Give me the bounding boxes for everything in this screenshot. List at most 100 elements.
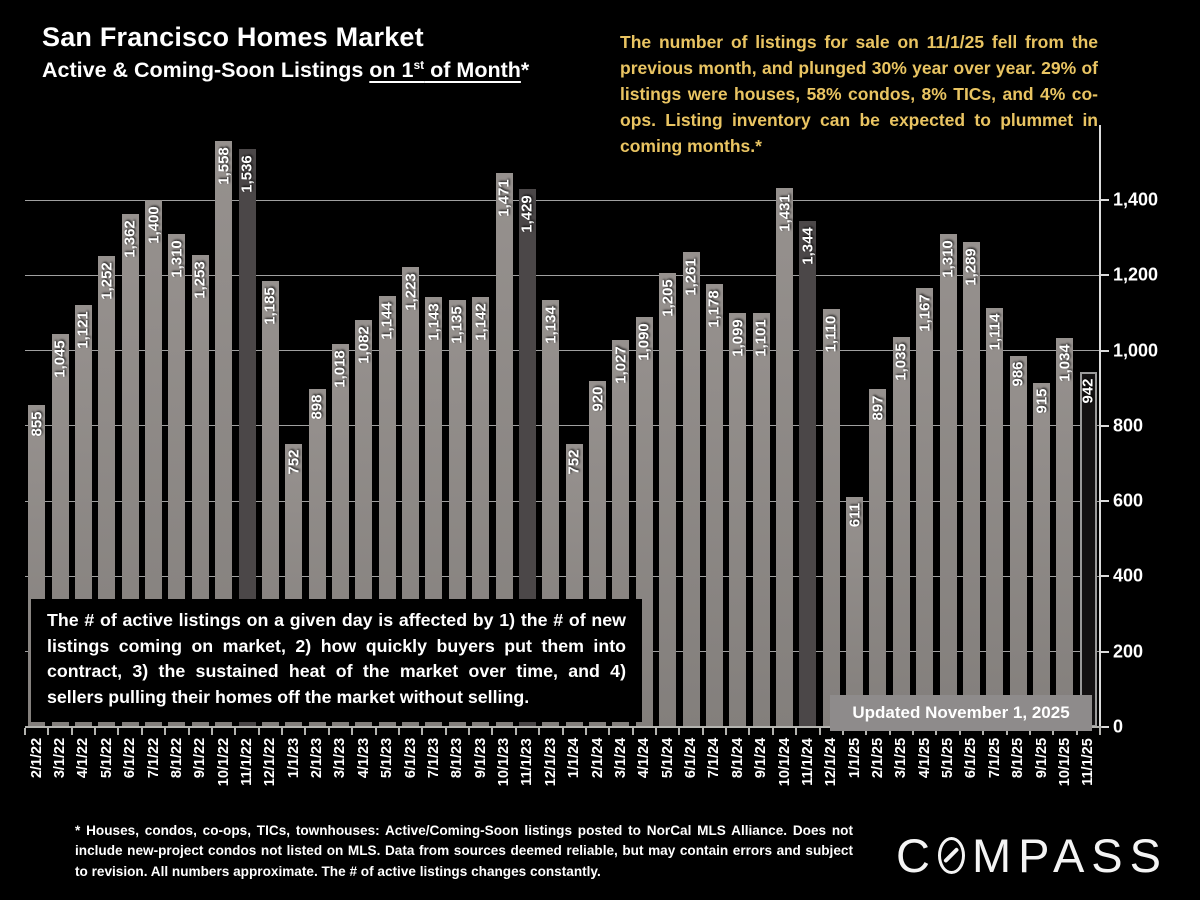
bar-value-label: 1,045 (51, 339, 69, 378)
x-axis-label: 10/1/22 (215, 737, 232, 787)
updated-badge: Updated November 1, 2025 (830, 695, 1092, 731)
bar-value-label: 1,205 (659, 279, 677, 318)
bar (1056, 337, 1074, 727)
explainer-box: The # of active listings on a given day … (31, 599, 642, 722)
x-axis-label: 10/1/25 (1056, 737, 1073, 787)
bar (121, 214, 139, 727)
x-axis-tick (421, 728, 424, 735)
bar-value-label: 1,362 (121, 220, 139, 259)
y-axis-tick (1100, 349, 1109, 352)
x-axis-tick (351, 728, 354, 735)
x-axis-tick (725, 728, 728, 735)
x-axis-label: 2/1/22 (28, 737, 45, 779)
bar-value-label: 855 (28, 411, 46, 437)
bar (682, 252, 700, 727)
x-axis-tick (935, 728, 938, 735)
x-axis-tick (561, 728, 564, 735)
x-axis-tick (281, 728, 284, 735)
x-axis-tick (234, 728, 237, 735)
x-axis-tick (1052, 728, 1055, 735)
x-axis-label: 1/1/24 (566, 737, 583, 779)
x-axis-tick (187, 728, 190, 735)
bar (215, 140, 233, 727)
x-axis-label: 6/1/23 (402, 737, 419, 779)
x-axis-label: 12/1/24 (823, 737, 840, 787)
x-axis-label: 3/1/23 (332, 737, 349, 779)
gridline (25, 575, 1100, 577)
bar-value-label: 1,101 (752, 318, 770, 357)
x-axis-tick (514, 728, 517, 735)
gridline (25, 500, 1100, 502)
x-axis-label: 2/1/23 (309, 737, 326, 779)
bar (238, 148, 256, 727)
bar-value-label: 1,558 (215, 146, 233, 185)
bar (776, 188, 793, 727)
bar-value-label: 1,289 (962, 248, 980, 286)
y-axis-line (1099, 124, 1101, 727)
footnote: * Houses, condos, co-ops, TICs, townhous… (75, 823, 853, 879)
gridline (25, 199, 1100, 201)
bar-value-label: 898 (308, 394, 326, 420)
bar-value-label: 920 (589, 386, 607, 412)
x-axis-tick (795, 728, 798, 735)
bar-value-label: 1,034 (1056, 343, 1074, 382)
x-axis-tick (818, 728, 821, 735)
x-axis-tick (771, 728, 774, 735)
x-axis-label: 11/1/25 (1080, 738, 1097, 786)
bar-value-label: 1,185 (261, 287, 279, 325)
x-axis-label: 11/1/24 (799, 738, 816, 786)
y-axis-tick (1100, 575, 1109, 578)
bar-value-label: 1,110 (822, 315, 840, 353)
bar-value-label: 1,099 (729, 319, 747, 358)
bar (986, 307, 1004, 727)
y-axis-label: 0 (1113, 716, 1124, 737)
x-axis-label: 1/1/25 (846, 737, 863, 779)
x-axis-label: 7/1/24 (706, 737, 723, 779)
bar-value-label: 611 (846, 502, 864, 528)
bar-value-label: 1,261 (682, 258, 700, 297)
y-axis-tick (1100, 199, 1109, 201)
y-axis-tick (1100, 424, 1109, 427)
x-axis-label: 6/1/25 (963, 737, 980, 779)
x-axis-tick (468, 728, 471, 735)
bar-value-label: 942 (1079, 378, 1097, 404)
x-axis-label: 1/1/23 (285, 737, 302, 779)
x-axis-tick (24, 728, 26, 735)
y-axis-label: 800 (1113, 415, 1144, 436)
x-axis-label: 2/1/24 (589, 737, 606, 779)
bar-value-label: 1,310 (939, 240, 957, 278)
bar-value-label: 1,167 (916, 293, 934, 332)
bar (869, 389, 887, 727)
x-axis-tick (117, 728, 120, 735)
bar (1079, 372, 1097, 727)
y-axis-tick (1100, 726, 1109, 728)
bar (752, 312, 770, 727)
x-axis-label: 7/1/22 (145, 737, 162, 779)
x-axis-tick (140, 728, 143, 735)
bar-value-label: 752 (285, 449, 303, 475)
x-axis-label: 6/1/22 (122, 737, 139, 779)
x-axis-tick (1028, 728, 1031, 735)
x-axis-label: 6/1/24 (683, 737, 700, 779)
x-axis-label: 2/1/25 (869, 737, 886, 779)
bar-value-label: 1,121 (74, 311, 92, 349)
y-axis-tick (1100, 650, 1109, 653)
bar-value-label: 1,536 (238, 155, 256, 193)
bar-value-label: 1,082 (355, 325, 373, 364)
bar (145, 200, 163, 727)
bar-value-label: 1,143 (425, 302, 443, 341)
bar (495, 173, 513, 727)
x-axis-label: 3/1/25 (893, 737, 910, 779)
x-axis-tick (327, 728, 330, 735)
x-axis-label: 4/1/23 (355, 737, 372, 779)
x-axis-label: 12/1/23 (542, 737, 559, 787)
bar (799, 221, 817, 727)
x-axis-label: 8/1/24 (729, 737, 746, 779)
bar-value-label: 1,114 (986, 313, 1004, 351)
gridline (25, 425, 1100, 427)
y-axis-label: 400 (1113, 565, 1144, 586)
x-axis-tick (912, 728, 915, 735)
bar (518, 189, 536, 727)
